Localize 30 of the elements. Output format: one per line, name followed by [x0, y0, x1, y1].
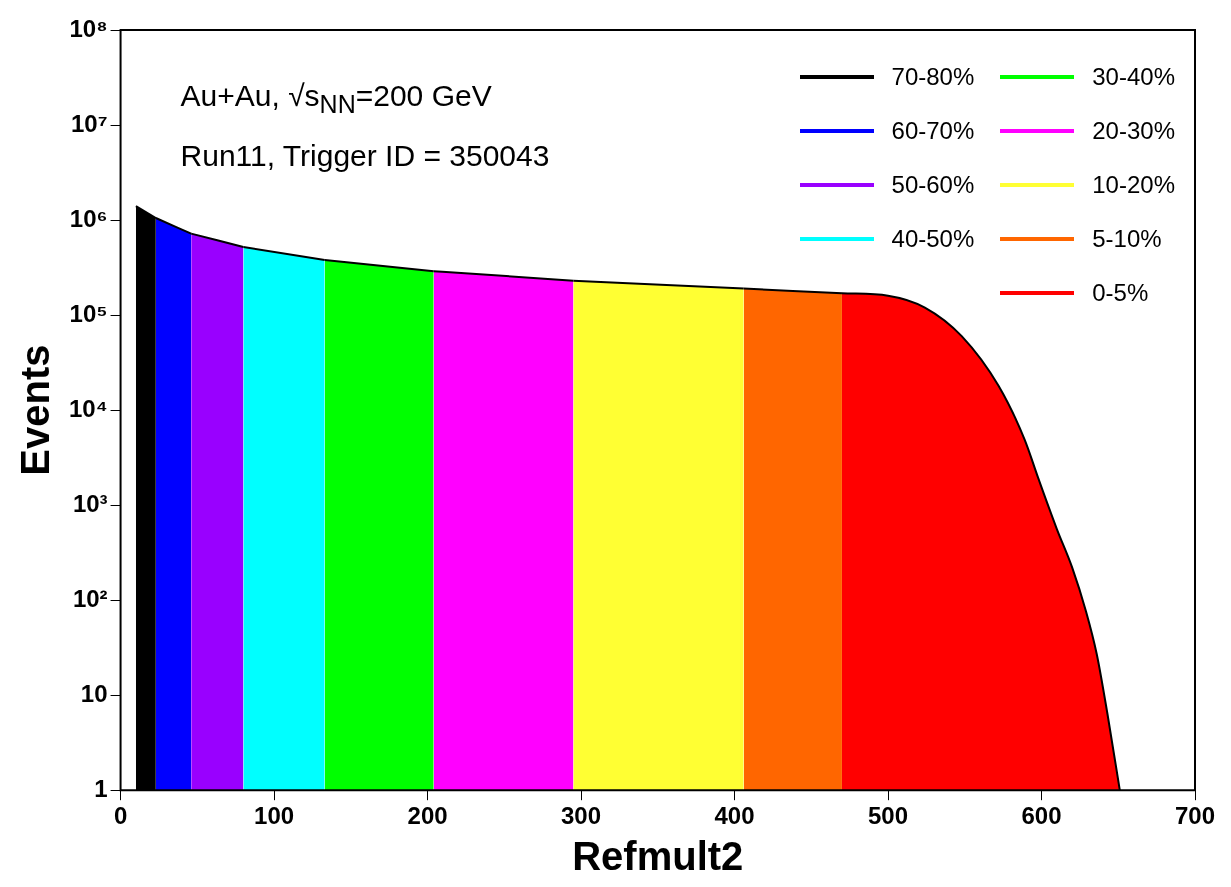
y-axis-title: Events [13, 344, 58, 476]
x-tick-label: 200 [407, 802, 448, 830]
y-tick-label: 1 [94, 774, 108, 802]
y-tick-label: 10⁵ [69, 299, 108, 327]
x-tick-label: 700 [1174, 802, 1216, 830]
y-tick-label: 10² [72, 584, 108, 612]
x-tick-label: 400 [714, 802, 755, 830]
x-tick-label: 300 [561, 802, 602, 830]
annotation: Au+Au, √s$_{NN}$=200 GeV [180, 78, 493, 120]
legend-label: 40-50% [891, 225, 975, 253]
y-tick-label: 10³ [72, 489, 108, 517]
legend-label: 10-20% [1092, 171, 1175, 199]
annotation: Run11, Trigger ID = 350043 [180, 138, 550, 174]
x-tick-label: 500 [868, 802, 909, 830]
legend-label: 5-10% [1092, 225, 1162, 253]
x-axis-title: Refmult2 [572, 834, 744, 879]
y-tick-label: 10⁴ [68, 394, 108, 422]
y-tick-label: 10⁸ [69, 14, 108, 42]
legend-label: 20-30% [1092, 117, 1175, 145]
legend-label: 60-70% [891, 117, 975, 145]
x-tick-label: 0 [113, 802, 128, 830]
legend-label: 0-5% [1092, 279, 1149, 307]
y-tick-label: 10⁶ [69, 204, 108, 232]
x-tick-label: 600 [1021, 802, 1062, 830]
legend-label: 70-80% [891, 63, 975, 91]
y-tick-label: 10 [80, 679, 108, 707]
legend-label: 50-60% [891, 171, 975, 199]
x-tick-label: 100 [254, 802, 295, 830]
y-tick-label: 10⁷ [70, 109, 108, 137]
legend-label: 30-40% [1092, 63, 1175, 91]
